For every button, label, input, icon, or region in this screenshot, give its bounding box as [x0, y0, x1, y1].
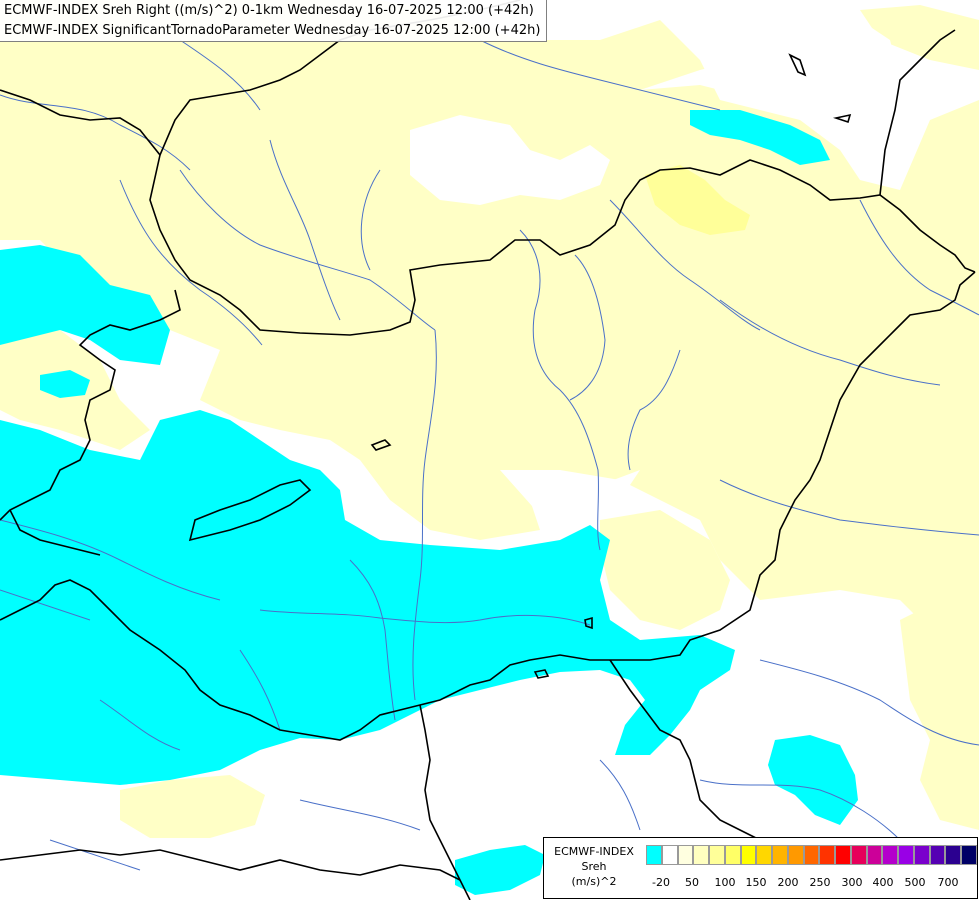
legend-tick-label: 700 [937, 876, 959, 889]
legend-title: ECMWF-INDEX Sreh (m/s)^2 [546, 844, 642, 889]
legend-swatch [661, 845, 678, 865]
legend-tick-label: 250 [809, 876, 831, 889]
legend-swatch [819, 845, 835, 865]
legend-tick-label: 400 [872, 876, 894, 889]
legend-swatch [740, 845, 757, 865]
legend-title-line3: (m/s)^2 [571, 875, 617, 888]
legend-swatch [803, 845, 820, 865]
legend-tick-label: -20 [652, 876, 670, 889]
legend-tick-label: 500 [904, 876, 926, 889]
legend-swatch [945, 845, 961, 865]
legend-swatch [724, 845, 741, 865]
legend-swatch [677, 845, 694, 865]
legend-swatch [646, 845, 662, 865]
legend-tick-label: 100 [714, 876, 736, 889]
legend-swatch [898, 845, 914, 865]
legend-swatch [772, 845, 788, 865]
legend-swatch [835, 845, 851, 865]
sreh-negative-region [0, 110, 858, 895]
legend-swatch [961, 845, 977, 865]
sreh-moderate-region [645, 165, 750, 235]
legend-swatch [882, 845, 898, 865]
legend-swatch [693, 845, 709, 865]
legend-tick-label: 150 [745, 876, 767, 889]
legend-color-scale [646, 845, 977, 865]
legend-tick-labels: -20 50 100 150 200 250 300 400 500 700 [646, 876, 974, 890]
legend-title-line1: ECMWF-INDEX [554, 845, 634, 858]
title-line-stp: ECMWF-INDEX SignificantTornadoParameter … [4, 23, 541, 38]
chart-title-box: ECMWF-INDEX Sreh Right ((m/s)^2) 0-1km W… [0, 0, 547, 42]
sreh-near-zero-region [410, 20, 900, 515]
color-legend: ECMWF-INDEX Sreh (m/s)^2 -20 50 100 150 200 2… [543, 837, 978, 899]
legend-swatch [756, 845, 772, 865]
legend-swatch [866, 845, 883, 865]
legend-title-line2: Sreh [581, 860, 607, 873]
legend-swatch [929, 845, 946, 865]
legend-swatch [850, 845, 867, 865]
legend-swatch [913, 845, 930, 865]
legend-tick-label: 300 [841, 876, 863, 889]
legend-tick-label: 200 [777, 876, 799, 889]
legend-swatch [787, 845, 804, 865]
legend-tick-label: 50 [685, 876, 699, 889]
legend-swatch [709, 845, 725, 865]
title-line-sreh: ECMWF-INDEX Sreh Right ((m/s)^2) 0-1km W… [4, 3, 534, 18]
rivers [0, 39, 979, 871]
